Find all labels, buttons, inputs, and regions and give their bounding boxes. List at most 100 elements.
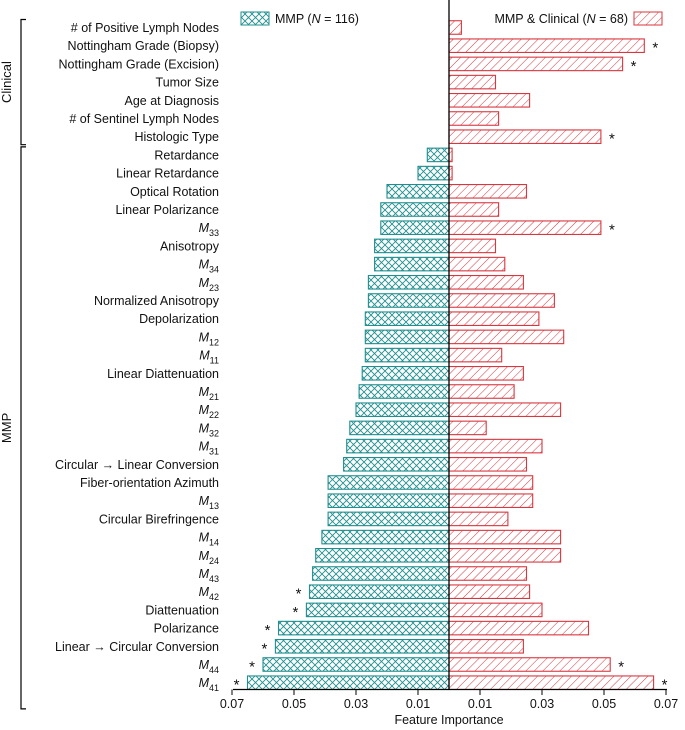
feature-label-4: Age at Diagnosis bbox=[124, 94, 219, 108]
sig-star-mmp-33: * bbox=[265, 622, 271, 639]
feature-label-9: Optical Rotation bbox=[130, 185, 219, 199]
feature-label-22: M32 bbox=[199, 421, 219, 438]
legend: MMP (N = 116) MMP & Clinical (N = 68) bbox=[240, 11, 663, 26]
bar-mmp-10 bbox=[380, 202, 450, 217]
bar-mmp-16 bbox=[364, 311, 450, 327]
bar-clinical-28 bbox=[448, 529, 562, 545]
bar-clinical-3 bbox=[448, 74, 497, 90]
bar-mmp-23 bbox=[346, 438, 450, 454]
bar-mmp-22 bbox=[349, 420, 450, 436]
sig-star-mmp-31: * bbox=[296, 586, 302, 603]
bar-mmp-12 bbox=[374, 238, 450, 254]
bar-clinical-4 bbox=[448, 93, 531, 108]
feature-label-27: Circular Birefringence bbox=[99, 512, 219, 526]
bar-mmp-9 bbox=[386, 184, 450, 199]
bars-layer: ********* ** * bbox=[234, 20, 668, 694]
bar-mmp-25 bbox=[327, 475, 450, 490]
bar-clinical-23 bbox=[448, 438, 543, 454]
bar-mmp-8 bbox=[417, 165, 450, 181]
sig-star-clinical-2: * bbox=[631, 58, 637, 75]
legend-mmp-label: MMP (N = 116) bbox=[275, 12, 359, 26]
feature-label-3: Tumor Size bbox=[156, 76, 219, 90]
feature-label-2: Nottingham Grade (Excision) bbox=[59, 57, 219, 71]
bar-clinical-27 bbox=[448, 511, 509, 527]
x-axis-title: Feature Importance bbox=[394, 713, 503, 727]
sig-star-mmp-32: * bbox=[292, 604, 298, 621]
bar-mmp-27 bbox=[327, 511, 450, 527]
bar-mmp-36 bbox=[246, 675, 450, 691]
bar-mmp-19 bbox=[361, 365, 450, 381]
bar-mmp-21 bbox=[355, 402, 450, 418]
feature-label-14: M23 bbox=[199, 276, 219, 293]
bar-mmp-34 bbox=[274, 638, 450, 654]
x-tick-label-5: 0.03 bbox=[530, 697, 554, 711]
bar-mmp-18 bbox=[364, 347, 450, 363]
bar-clinical-20 bbox=[448, 384, 515, 399]
feature-label-11: M33 bbox=[199, 221, 219, 238]
bar-clinical-33 bbox=[448, 620, 590, 636]
x-axis-ticks: 0.07 0.05 0.03 0.01 0.01 0.03 0.05 0.07 bbox=[220, 689, 678, 711]
x-tick-label-1: 0.05 bbox=[282, 697, 306, 711]
bar-clinical-34 bbox=[448, 638, 524, 654]
bar-clinical-16 bbox=[448, 311, 540, 327]
bar-mmp-15 bbox=[367, 293, 450, 308]
bar-clinical-32 bbox=[448, 602, 543, 618]
x-tick-label-2: 0.03 bbox=[344, 697, 368, 711]
sig-star-clinical-1: * bbox=[652, 40, 658, 57]
group-brackets: Clinical MMP bbox=[0, 18, 26, 710]
bar-clinical-26 bbox=[448, 493, 534, 509]
bar-mmp-11 bbox=[380, 220, 450, 235]
bar-mmp-30 bbox=[312, 566, 450, 581]
feature-label-20: M21 bbox=[199, 385, 219, 402]
feature-label-29: M24 bbox=[199, 549, 219, 566]
bar-mmp-7 bbox=[426, 147, 450, 163]
feature-label-5: # of Sentinel Lymph Nodes bbox=[69, 112, 219, 126]
x-tick-label-4: 0.01 bbox=[468, 697, 492, 711]
bar-mmp-13 bbox=[374, 256, 450, 272]
bar-clinical-30 bbox=[448, 566, 528, 581]
bar-mmp-31 bbox=[308, 584, 450, 600]
feature-label-34: Linear → Circular Conversion bbox=[55, 640, 219, 654]
bar-clinical-22 bbox=[448, 420, 487, 436]
group-label-mmp: MMP bbox=[0, 413, 14, 443]
feature-label-32: Diattenuation bbox=[145, 603, 219, 617]
sig-star-clinical-6: * bbox=[609, 131, 615, 148]
sig-star-clinical-35: * bbox=[618, 659, 624, 676]
feature-label-19: Linear Diattenuation bbox=[107, 367, 219, 381]
feature-label-16: Depolarization bbox=[139, 312, 219, 326]
bar-clinical-24 bbox=[448, 456, 528, 472]
bar-mmp-24 bbox=[343, 456, 450, 472]
x-tick-label-3: 0.01 bbox=[406, 697, 430, 711]
bar-clinical-0 bbox=[448, 20, 462, 35]
feature-label-0: # of Positive Lymph Nodes bbox=[71, 21, 219, 35]
feature-labels: # of Positive Lymph Nodes Nottingham Grad… bbox=[55, 21, 220, 693]
bar-clinical-19 bbox=[448, 365, 524, 381]
bar-clinical-9 bbox=[448, 184, 528, 199]
feature-label-31: M42 bbox=[199, 585, 219, 602]
feature-label-25: Fiber-orientation Azimuth bbox=[80, 476, 219, 490]
feature-label-1: Nottingham Grade (Biopsy) bbox=[68, 39, 219, 53]
bar-mmp-35 bbox=[262, 657, 450, 672]
feature-label-30: M43 bbox=[199, 567, 219, 584]
legend-clinical-label: MMP & Clinical (N = 68) bbox=[494, 12, 628, 26]
bar-clinical-17 bbox=[448, 329, 565, 345]
bar-mmp-26 bbox=[327, 493, 450, 509]
group-bracket-clinical bbox=[20, 18, 26, 146]
x-tick-label-6: 0.05 bbox=[592, 697, 616, 711]
bar-clinical-6 bbox=[448, 129, 602, 144]
bar-mmp-14 bbox=[367, 274, 450, 290]
sig-star-clinical-36: * bbox=[662, 677, 668, 694]
bar-clinical-25 bbox=[448, 475, 534, 490]
bar-clinical-1 bbox=[448, 38, 645, 54]
bar-clinical-5 bbox=[448, 111, 500, 126]
bar-clinical-12 bbox=[448, 238, 497, 254]
bar-clinical-35 bbox=[448, 657, 611, 672]
group-label-clinical: Clinical bbox=[0, 61, 14, 103]
feature-label-12: Anisotropy bbox=[160, 239, 220, 253]
bar-clinical-21 bbox=[448, 402, 562, 418]
bar-mmp-28 bbox=[321, 529, 450, 545]
bar-mmp-29 bbox=[315, 547, 450, 563]
feature-label-17: M12 bbox=[199, 330, 219, 347]
sig-star-mmp-36: * bbox=[234, 677, 240, 694]
feature-label-26: M13 bbox=[199, 494, 219, 511]
